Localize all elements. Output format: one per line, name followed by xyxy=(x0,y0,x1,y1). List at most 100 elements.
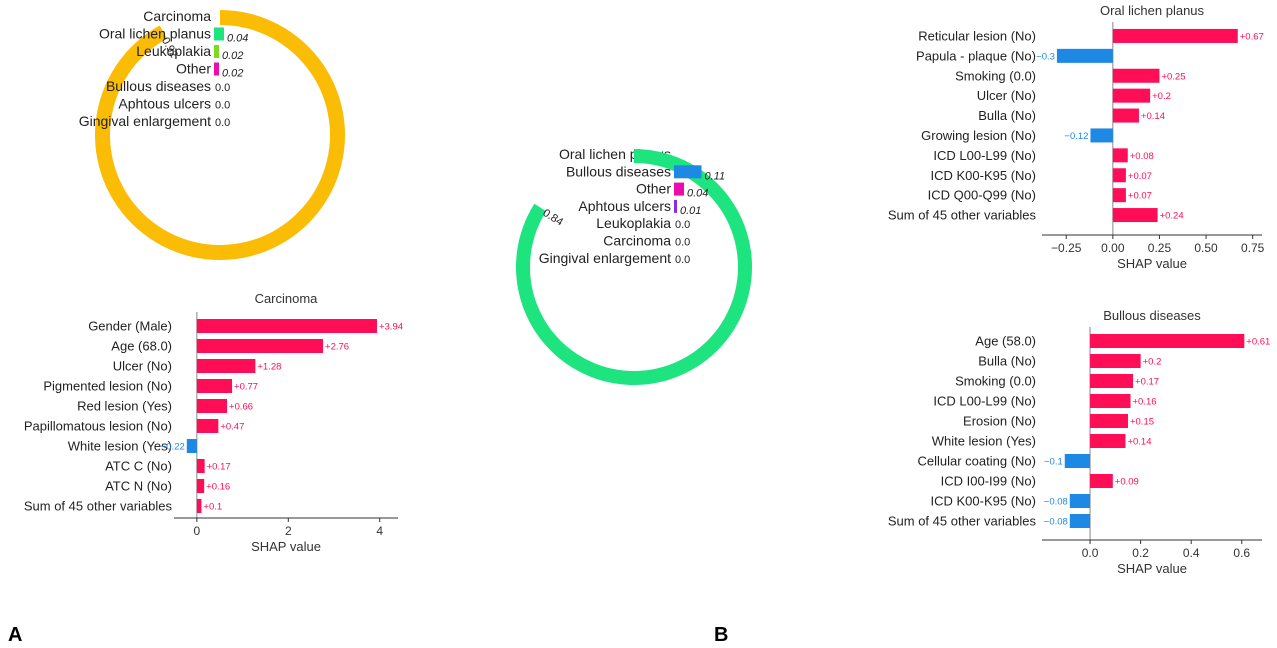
value-label: +0.07 xyxy=(1128,171,1152,182)
ring-label: Bullous diseases xyxy=(106,78,211,94)
bar-icd-i00-i99-no xyxy=(1090,474,1113,488)
arc-other xyxy=(674,182,684,196)
x-tick-label: 0.00 xyxy=(1101,241,1125,255)
ring-label: Gingival enlargement xyxy=(79,113,211,129)
ring-label: Carcinoma xyxy=(603,233,671,249)
arc-other xyxy=(214,62,219,76)
value-label: −0.08 xyxy=(1044,497,1068,508)
feature-label: White lesion (Yes) xyxy=(932,434,1036,449)
value-label: +0.77 xyxy=(234,382,258,393)
x-tick-label: 0.4 xyxy=(1183,546,1200,560)
feature-label: ICD L00-L99 (No) xyxy=(933,148,1036,163)
bar-smoking-0-0 xyxy=(1090,374,1134,388)
feature-label: Sum of 45 other variables xyxy=(888,514,1037,529)
ring-value: 0.01 xyxy=(680,205,701,217)
arc-bullous-diseases xyxy=(674,165,702,179)
ring-value: 0.0 xyxy=(215,82,230,94)
chart-title: Bullous diseases xyxy=(1103,308,1201,323)
bar-icd-q00-q99-no xyxy=(1112,188,1126,203)
bar-sum-of-45-other-variables xyxy=(1069,514,1091,528)
bar-icd-k00-k95-no xyxy=(1112,168,1126,183)
value-label: +0.14 xyxy=(1127,437,1151,448)
feature-label: Papillomatous lesion (No) xyxy=(24,419,172,434)
value-label: +0.16 xyxy=(206,482,230,493)
feature-label: Gender (Male) xyxy=(88,319,172,334)
x-tick-label: 0.6 xyxy=(1233,546,1250,560)
value-label: −0.3 xyxy=(1036,51,1055,62)
value-label: +3.94 xyxy=(379,322,403,333)
feature-label: Smoking (0.0) xyxy=(955,374,1036,389)
value-label: +0.2 xyxy=(1152,91,1171,102)
x-tick-label: −0.25 xyxy=(1051,241,1082,255)
ring-value: 0.84 xyxy=(541,207,566,229)
x-tick-label: 0.75 xyxy=(1241,241,1265,255)
value-label: +0.09 xyxy=(1115,477,1139,488)
bar-white-lesion-yes xyxy=(186,439,197,453)
bar-atc-n-no xyxy=(196,479,205,493)
x-tick-label: 0.0 xyxy=(1082,546,1099,560)
value-label: +0.66 xyxy=(229,402,253,413)
bar-icd-l00-l99-no xyxy=(1112,148,1128,163)
bar-papillomatous-lesion-no xyxy=(196,419,219,433)
feature-label: Bulla (No) xyxy=(978,108,1036,123)
value-label: +2.76 xyxy=(325,342,349,353)
shap-bar-chart-barA: Carcinoma Gender (Male) +3.94 Age (68.0) +2.… xyxy=(24,291,403,554)
feature-label: White lesion (Yes) xyxy=(68,439,172,454)
x-axis-label: SHAP value xyxy=(251,539,321,554)
feature-label: ICD I00-I99 (No) xyxy=(941,474,1036,489)
ring-label: Aphtous ulcers xyxy=(578,198,671,214)
ring-value: 0.0 xyxy=(675,254,690,266)
feature-label: Sum of 45 other variables xyxy=(888,208,1037,223)
bar-ulcer-no xyxy=(1112,88,1151,103)
value-label: +0.14 xyxy=(1141,111,1165,122)
value-label: +0.24 xyxy=(1160,211,1184,222)
ring-value: 0.02 xyxy=(222,50,243,62)
value-label: +0.08 xyxy=(1130,151,1154,162)
x-tick-label: 2 xyxy=(285,524,292,538)
value-label: +0.67 xyxy=(1240,31,1264,42)
ring-value: 0.04 xyxy=(687,188,708,200)
x-axis-label: SHAP value xyxy=(1117,256,1187,271)
feature-label: Erosion (No) xyxy=(963,414,1036,429)
feature-label: Papula - plaque (No) xyxy=(916,48,1036,63)
bar-age-58-0 xyxy=(1090,334,1245,348)
bar-sum-of-45-other-variables xyxy=(1112,208,1158,223)
value-label: +0.07 xyxy=(1128,191,1152,202)
ring-value: 0.02 xyxy=(222,68,243,80)
ring-label: Other xyxy=(636,181,671,197)
value-label: +0.15 xyxy=(1130,417,1154,428)
feature-label: Smoking (0.0) xyxy=(955,68,1036,83)
chart-title: Oral lichen planus xyxy=(1100,3,1205,18)
ring-value: 0.0 xyxy=(215,100,230,112)
bar-icd-l00-l99-no xyxy=(1090,394,1131,408)
feature-label: ICD L00-L99 (No) xyxy=(933,394,1036,409)
value-label: +0.25 xyxy=(1161,71,1185,82)
feature-label: Pigmented lesion (No) xyxy=(43,379,172,394)
arc-oral-lichen-planus xyxy=(214,27,224,41)
ring-label: Aphtous ulcers xyxy=(118,96,211,112)
value-label: +0.16 xyxy=(1133,397,1157,408)
feature-label: Ulcer (No) xyxy=(113,359,172,374)
x-axis-label: SHAP value xyxy=(1117,561,1187,576)
ring-label: Oral lichen planus xyxy=(99,26,211,42)
ring-label: Bullous diseases xyxy=(566,163,671,179)
x-tick-label: 0 xyxy=(194,524,201,538)
arc-aphtous-ulcers xyxy=(674,199,677,213)
feature-label: Cellular coating (No) xyxy=(918,454,1037,469)
value-label: +0.17 xyxy=(1135,377,1159,388)
ring-label: Carcinoma xyxy=(143,8,211,24)
arc-oral-lichen-planus xyxy=(516,149,752,385)
x-tick-label: 4 xyxy=(376,524,383,538)
ring-value: 0.0 xyxy=(675,237,690,249)
feature-label: Age (58.0) xyxy=(975,334,1036,349)
bar-pigmented-lesion-no xyxy=(196,379,233,393)
feature-label: ATC N (No) xyxy=(105,479,172,494)
feature-label: ICD K00-K95 (No) xyxy=(931,494,1036,509)
bar-cellular-coating-no xyxy=(1064,454,1091,468)
ring-label: Other xyxy=(176,61,211,77)
value-label: −0.12 xyxy=(1064,131,1088,142)
value-label: +0.61 xyxy=(1246,337,1270,348)
feature-label: Reticular lesion (No) xyxy=(918,28,1036,43)
